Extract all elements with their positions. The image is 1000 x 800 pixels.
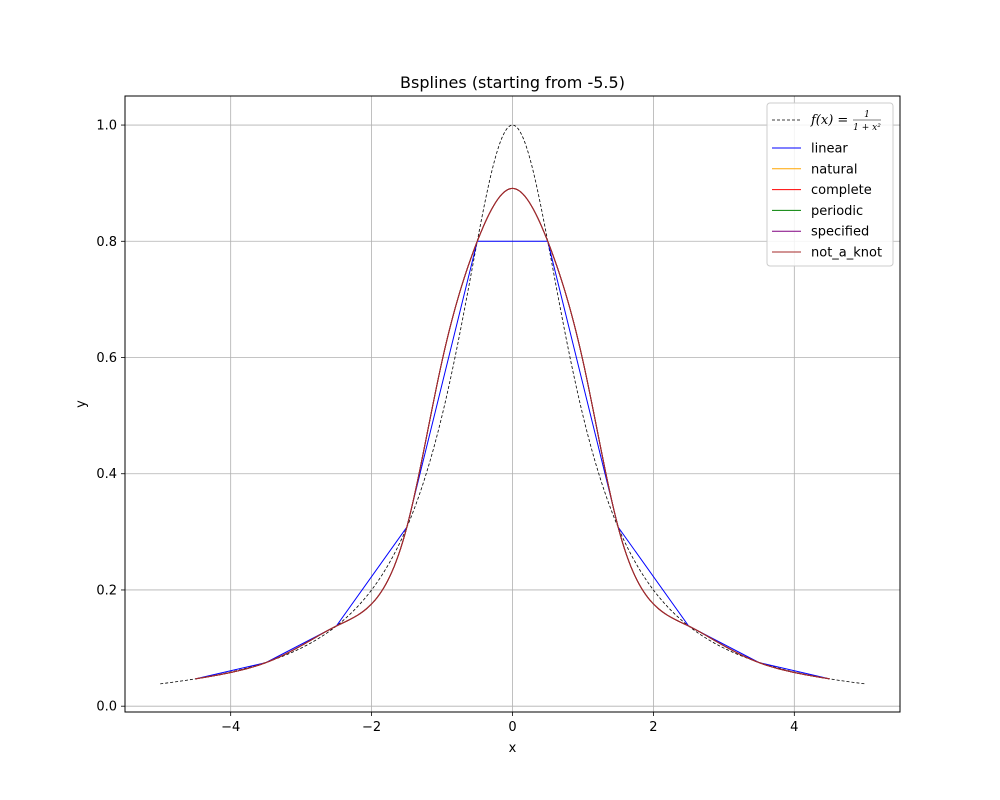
y-tick-label: 1.0 <box>96 119 117 134</box>
y-axis-label: y <box>74 400 89 408</box>
legend-label-not-a-knot: not_a_knot <box>811 246 882 261</box>
legend-label-specified: specified <box>811 225 869 240</box>
y-tick-label: 0.6 <box>96 351 117 366</box>
y-tick-label: 0.4 <box>96 467 117 482</box>
x-tick-label: 0 <box>508 720 516 735</box>
legend: f(x) = 1 1 + x² linear natural complete per… <box>766 102 894 267</box>
y-tick-label: 0.0 <box>96 700 117 715</box>
x-tick-label: 2 <box>649 720 657 735</box>
x-tick-label: 4 <box>790 720 798 735</box>
legend-label-complete: complete <box>811 183 872 198</box>
x-axis-ticks: −4 −2 0 2 4 <box>221 712 798 735</box>
y-tick-label: 0.2 <box>96 583 117 598</box>
x-tick-label: −4 <box>221 720 240 735</box>
legend-label-linear: linear <box>811 142 848 157</box>
legend-entries: linear natural complete periodic specified no… <box>772 142 882 261</box>
series-group <box>195 187 830 680</box>
chart-title: Bsplines (starting from -5.5) <box>400 73 625 92</box>
legend-box <box>766 102 894 267</box>
legend-label-periodic: periodic <box>811 204 863 219</box>
series-line-not-a-knot <box>195 187 830 680</box>
y-axis-ticks: 0.0 0.2 0.4 0.6 0.8 1.0 <box>96 119 125 715</box>
legend-label-function-numerator: 1 <box>864 110 870 120</box>
y-tick-label: 0.8 <box>96 235 117 250</box>
legend-label-natural: natural <box>811 162 857 177</box>
legend-label-function-denominator: 1 + x² <box>853 123 881 133</box>
legend-label-function-lhs: f(x) = <box>810 113 848 128</box>
x-tick-label: −2 <box>362 720 381 735</box>
x-axis-label: x <box>509 741 517 756</box>
series-line-linear <box>195 240 830 680</box>
